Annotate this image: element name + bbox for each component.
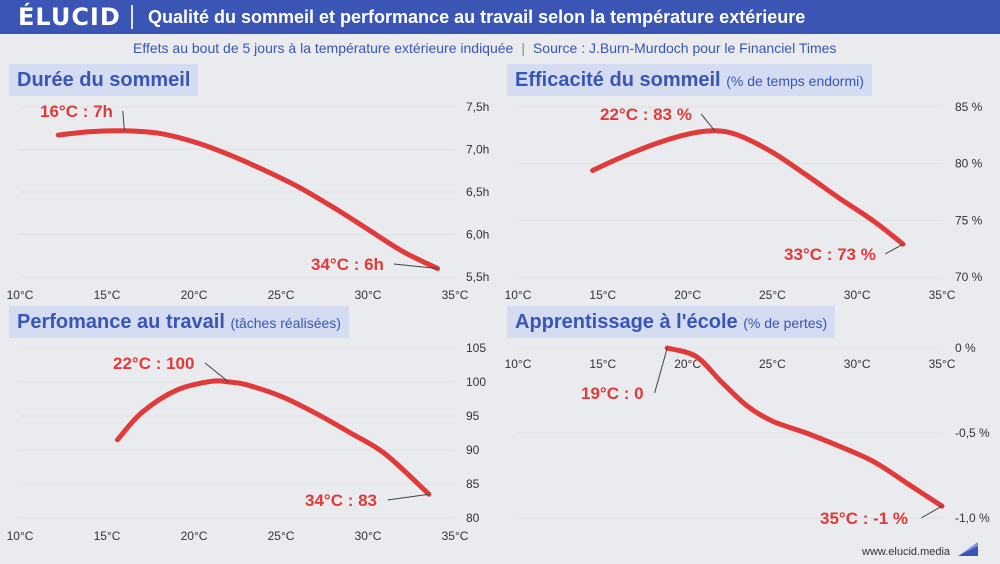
leader-line: [393, 263, 438, 269]
x-tick-label: 10°C: [505, 357, 532, 371]
data-label: 16°C : 7h: [40, 102, 113, 121]
y-tick-label: 95: [466, 409, 480, 423]
chart-4: -1,0 % -0,5 % 0 % 10°C 15°C 20°C 25°C 30°C 35°C 1…: [505, 341, 990, 528]
chart-3: 80 85 90 95 100 105 10°C 15°C 20°C 25°C 30°C 35°C 22…: [7, 341, 487, 543]
chart-title-text: Efficacité du sommeil: [515, 69, 721, 91]
x-tick-label: 10°C: [7, 529, 34, 543]
chart-title-text: Durée du sommeil: [17, 69, 191, 91]
x-tick-label: 30°C: [355, 529, 382, 543]
brand-mark-icon: [958, 542, 978, 556]
brand-logo: ÉLUCID: [18, 3, 121, 31]
leader-line: [122, 110, 125, 131]
x-tick-label: 25°C: [268, 288, 295, 302]
y-tick-label: 80: [466, 511, 480, 525]
x-tick-label: 30°C: [844, 288, 871, 302]
x-tick-label: 25°C: [268, 529, 295, 543]
chart-unit-label: (% de pertes): [743, 315, 828, 331]
y-tick-label: 105: [466, 341, 486, 355]
y-tick-label: 100: [466, 375, 486, 389]
series-line: [590, 128, 906, 247]
leader-line: [700, 113, 716, 132]
y-tick-label: 75 %: [955, 213, 983, 227]
x-tick-label: 35°C: [442, 529, 469, 543]
x-tick-label: 20°C: [181, 288, 208, 302]
chart-unit-label: (% de temps endormi): [726, 73, 864, 89]
y-tick-label: 7,5h: [466, 100, 489, 114]
series-line: [55, 128, 441, 271]
y-tick-label: 90: [466, 443, 480, 457]
x-tick-label: 35°C: [929, 288, 956, 302]
data-label: 33°C : 73 %: [784, 245, 876, 264]
x-tick-label: 15°C: [589, 288, 616, 302]
x-tick-label: 10°C: [505, 288, 532, 302]
x-tick-label: 20°C: [674, 357, 701, 371]
x-tick-label: 15°C: [94, 529, 121, 543]
x-tick-label: 35°C: [929, 357, 956, 371]
x-tick-label: 35°C: [442, 288, 469, 302]
chart-title-text: Perfomance au travail: [17, 311, 225, 333]
x-tick-label: 15°C: [94, 288, 121, 302]
chart-unit-label: (tâches réalisées): [230, 315, 341, 331]
y-tick-label: -0,5 %: [955, 426, 990, 440]
y-tick-label: 85: [466, 477, 480, 491]
leader-line: [204, 362, 230, 383]
y-tick-label: -1,0 %: [955, 511, 990, 525]
x-tick-label: 20°C: [181, 529, 208, 543]
series-line: [664, 345, 945, 509]
chart-title-work-performance: Perfomance au travail (tâches réalisées): [9, 306, 349, 338]
footer-site: www.elucid.media: [862, 546, 951, 558]
y-tick-label: 6,5h: [466, 185, 489, 199]
header-bar: ÉLUCID Qualité du sommeil et performance…: [0, 0, 1000, 34]
x-tick-label: 25°C: [759, 357, 786, 371]
chart-title-text: Apprentissage à l'école: [515, 311, 738, 333]
chart-title-school-learning: Apprentissage à l'école (% de pertes): [507, 306, 836, 338]
chart-title-sleep-duration: Durée du sommeil: [9, 64, 199, 96]
x-tick-label: 15°C: [589, 357, 616, 371]
x-tick-label: 10°C: [7, 288, 34, 302]
y-tick-label: 5,5h: [466, 270, 489, 284]
leader-line: [387, 493, 429, 501]
x-tick-label: 25°C: [759, 288, 786, 302]
y-tick-label: 0 %: [955, 341, 976, 355]
y-tick-label: 7,0h: [466, 143, 489, 157]
y-tick-label: 6,0h: [466, 228, 489, 242]
subtitle-description: Effets au bout de 5 jours à la températu…: [133, 40, 514, 56]
subtitle-separator: |: [521, 40, 525, 56]
subtitle: Effets au bout de 5 jours à la températu…: [133, 38, 836, 58]
leader-line: [920, 505, 943, 519]
data-label: 22°C : 83 %: [600, 105, 692, 124]
data-label: 35°C : -1 %: [820, 509, 908, 528]
header-separator: [131, 5, 133, 29]
data-label: 19°C : 0: [581, 384, 644, 403]
leader-line: [884, 243, 904, 255]
y-tick-label: 85 %: [955, 100, 983, 114]
data-label: 22°C : 100: [113, 354, 194, 373]
page-title: Qualité du sommeil et performance au tra…: [148, 7, 806, 27]
y-tick-label: 70 %: [955, 270, 983, 284]
x-tick-label: 30°C: [844, 357, 871, 371]
chart-title-sleep-efficiency: Efficacité du sommeil (% de temps endorm…: [507, 64, 872, 96]
x-tick-label: 30°C: [355, 288, 382, 302]
subtitle-source: Source : J.Burn-Murdoch pour le Financie…: [532, 40, 837, 56]
chart-1: 5,5h 6,0h 6,5h 7,0h 7,5h 10°C 15°C 20°C 25°C 30°C…: [7, 100, 490, 302]
data-label: 34°C : 83: [305, 491, 377, 510]
series-line: [114, 378, 432, 497]
data-label: 34°C : 6h: [311, 255, 384, 274]
leader-line: [654, 347, 668, 394]
y-tick-label: 80 %: [955, 157, 983, 171]
x-tick-label: 20°C: [674, 288, 701, 302]
chart-2: 70 % 75 % 80 % 85 % 10°C 15°C 20°C 25°C 30°C 35°C…: [505, 100, 983, 302]
